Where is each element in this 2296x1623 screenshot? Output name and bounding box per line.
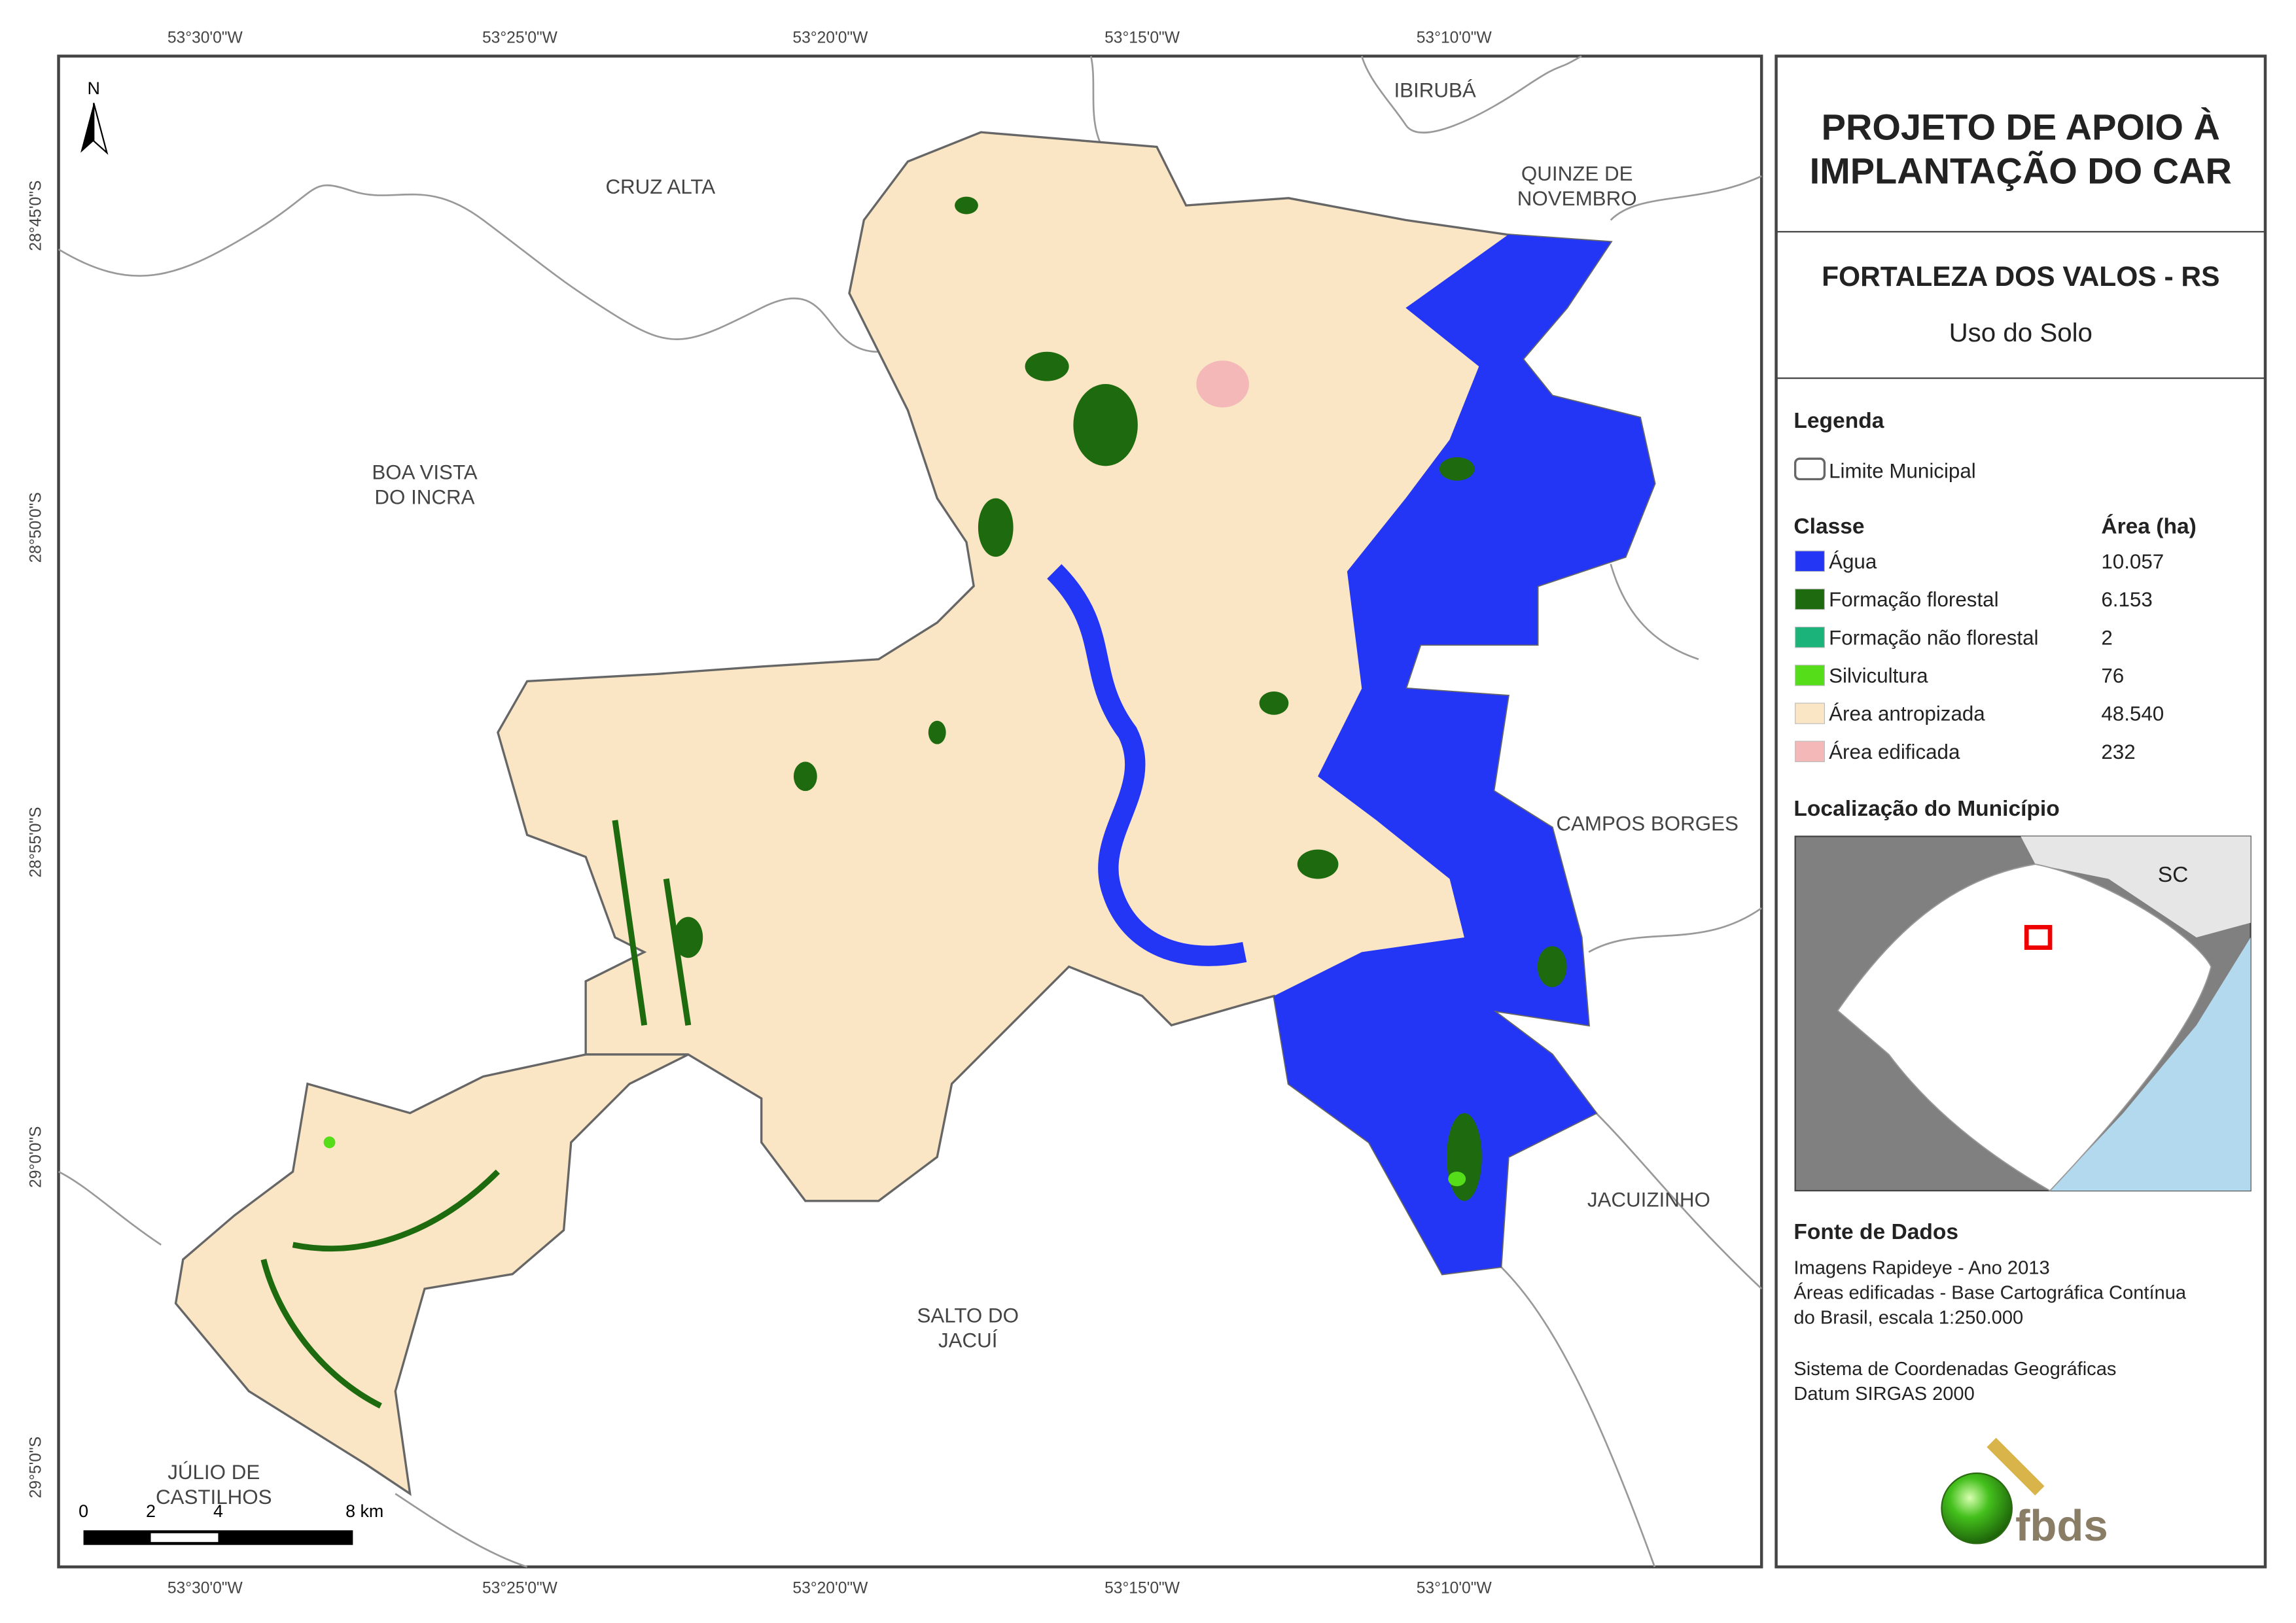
legend-class: Formação não florestal xyxy=(1829,626,2038,649)
coord-label: 28°45'0"S xyxy=(27,181,45,251)
legend-swatch xyxy=(1795,665,1825,686)
place-label: CRUZ ALTA xyxy=(605,175,715,198)
source-line: Sistema de Coordenadas Geográficas xyxy=(1793,1359,2116,1380)
side-panel xyxy=(1775,54,2267,1569)
legend-area: 10.057 xyxy=(2101,550,2164,573)
place-label: SALTO DO xyxy=(917,1304,1019,1327)
source-line: Datum SIRGAS 2000 xyxy=(1793,1384,1974,1405)
scale-label: 2 xyxy=(146,1501,156,1521)
scale-label: 4 xyxy=(213,1501,223,1521)
coord-label: 53°30'0"W xyxy=(168,1580,243,1597)
logo-ball xyxy=(1941,1472,2013,1544)
panel-title: PROJETO DE APOIO À xyxy=(1822,106,2220,147)
legend-class: Água xyxy=(1829,550,1877,573)
coord-label: 28°50'0"S xyxy=(27,492,45,563)
north-arrow xyxy=(80,103,94,153)
panel-title: IMPLANTAÇÃO DO CAR xyxy=(1810,150,2232,191)
inset-state xyxy=(1837,864,2212,1192)
place-label: DO INCRA xyxy=(374,486,474,509)
silviculture-patch xyxy=(323,1136,336,1149)
legend-swatch xyxy=(1795,703,1825,724)
neighbor-boundaries xyxy=(58,55,1763,1568)
legend-title: Legenda xyxy=(1793,409,1884,433)
source-line: Áreas edificadas - Base Cartográfica Con… xyxy=(1793,1282,2186,1304)
water-areas xyxy=(1047,234,1655,1274)
coord-label: 53°15'0"W xyxy=(1104,1580,1180,1597)
legend-area: 6.153 xyxy=(2101,588,2152,611)
legend-area: 2 xyxy=(2101,626,2112,649)
inset-neighbor xyxy=(2021,836,2251,937)
legend-rows: Água 10.057 Formação florestal 6.153 Formaçã… xyxy=(1795,550,2164,763)
forest-patches xyxy=(260,196,1567,1409)
place-label: NOVEMBRO xyxy=(1517,187,1637,210)
source-line: do Brasil, escala 1:250.000 xyxy=(1793,1308,2023,1329)
coord-label: 53°10'0"W xyxy=(1417,29,1492,47)
logo-bar xyxy=(1987,1437,2045,1495)
place-label: JACUÍ xyxy=(938,1329,998,1352)
coord-label: 53°15'0"W xyxy=(1104,29,1180,47)
map-subtitle: Uso do Solo xyxy=(1949,318,2093,347)
scale-label: 8 km xyxy=(345,1501,383,1521)
municipality-name: FORTALEZA DOS VALOS - RS xyxy=(1822,262,2219,292)
place-label: QUINZE DE xyxy=(1521,162,1633,185)
coord-label: 53°20'0"W xyxy=(792,29,868,47)
place-label: JACUIZINHO xyxy=(1587,1189,1710,1212)
coord-label: 29°5'0"S xyxy=(27,1437,45,1498)
table-header: Área (ha) xyxy=(2101,514,2196,538)
inset-highlight xyxy=(2024,924,2053,950)
place-label: CAMPOS BORGES xyxy=(1556,812,1739,835)
legend-class: Silvicultura xyxy=(1829,665,1928,688)
place-label: IBIRUBÁ xyxy=(1394,79,1475,101)
legend-swatch xyxy=(1795,626,1825,648)
legend-swatch xyxy=(1795,588,1825,610)
source-line: Imagens Rapideye - Ano 2013 xyxy=(1793,1258,2049,1279)
place-label: BOA VISTA xyxy=(372,461,477,484)
legend-swatch xyxy=(1795,550,1825,572)
scale-bar xyxy=(150,1533,219,1543)
north-arrow xyxy=(93,103,109,155)
place-label: JÚLIO DE xyxy=(168,1461,260,1484)
inset-label: SC xyxy=(2158,863,2189,887)
north-label: N xyxy=(88,79,100,98)
silviculture-patch xyxy=(1448,1172,1466,1187)
coord-label: 53°20'0"W xyxy=(792,1580,868,1597)
legend-class: Área edificada xyxy=(1829,741,1960,763)
location-title: Localização do Município xyxy=(1793,797,2059,821)
scale-label: 0 xyxy=(79,1501,88,1521)
sources-title: Fonte de Dados xyxy=(1793,1220,1958,1244)
legend-swatch xyxy=(1795,741,1825,762)
coord-label: 29°0'0"S xyxy=(27,1126,45,1187)
table-header: Classe xyxy=(1793,514,1864,538)
urban-area xyxy=(1196,360,1249,408)
legend-area: 76 xyxy=(2101,665,2124,688)
legend-class: Área antropizada xyxy=(1829,703,1985,725)
coord-label: 53°10'0"W xyxy=(1417,1580,1492,1597)
legend-label: Limite Municipal xyxy=(1829,459,1976,482)
coord-label: 28°55'0"S xyxy=(27,807,45,877)
inset-sea xyxy=(2050,937,2251,1191)
coord-label: 53°30'0"W xyxy=(168,29,243,47)
logo-text: fbds xyxy=(2015,1501,2108,1550)
legend-class: Formação florestal xyxy=(1829,588,1998,611)
place-label: CASTILHOS xyxy=(156,1486,272,1509)
coord-label: 53°25'0"W xyxy=(482,1580,558,1597)
coord-label: 53°25'0"W xyxy=(482,29,558,47)
legend-area: 232 xyxy=(2101,741,2135,763)
legend-swatch xyxy=(1793,457,1826,481)
legend-area: 48.540 xyxy=(2101,703,2164,725)
